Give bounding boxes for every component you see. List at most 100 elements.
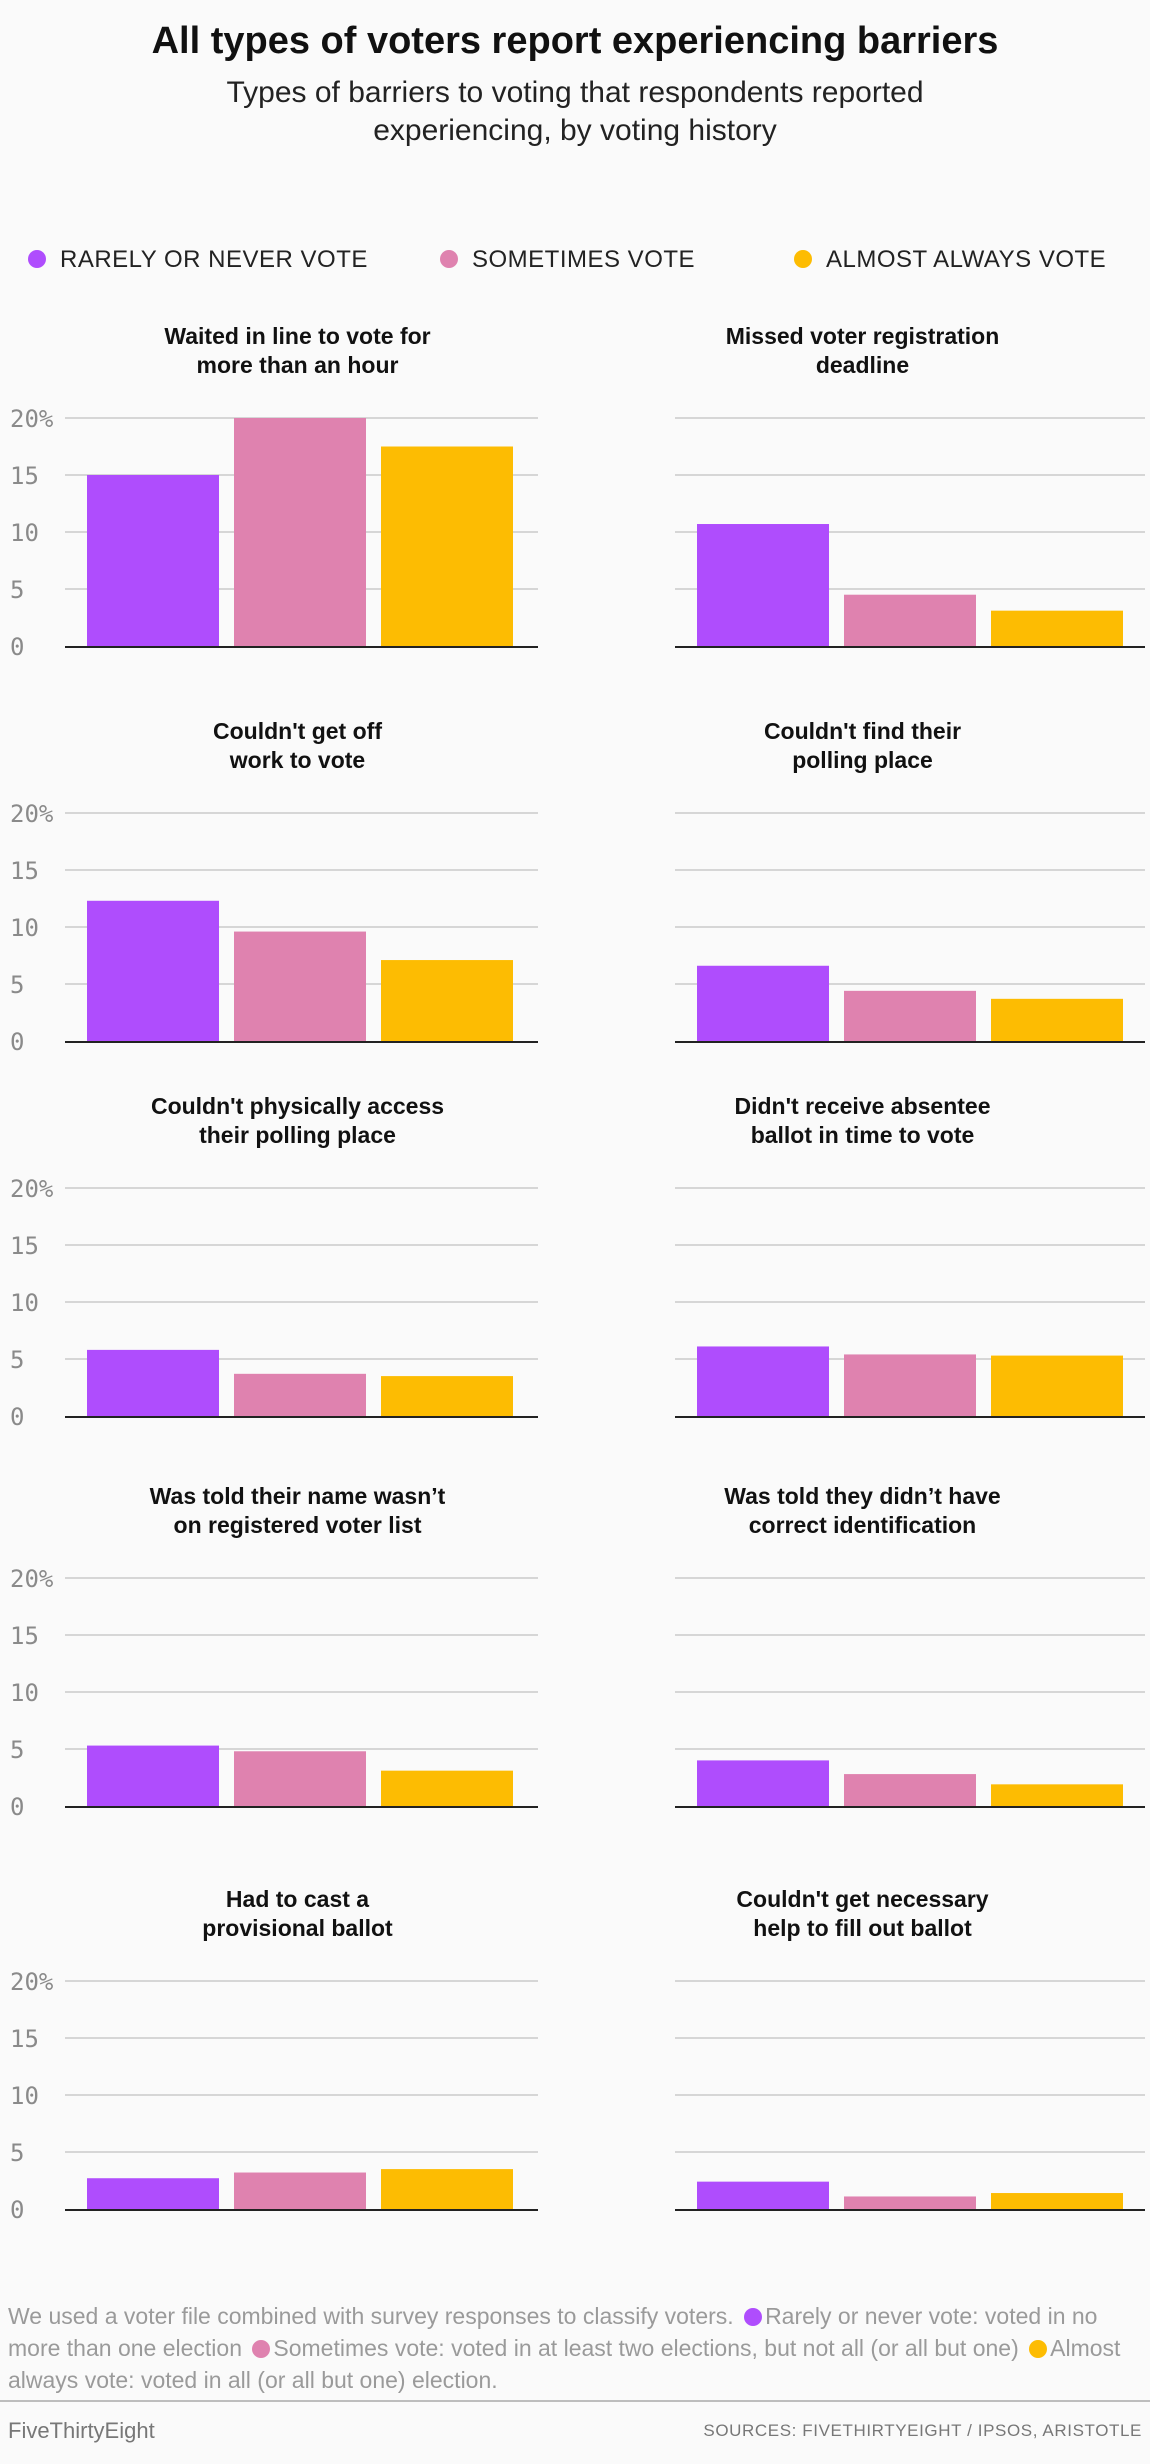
- bar-chart: 0 5 10 15 20%: [10, 1968, 538, 2224]
- footnote-intro: We used a voter file combined with surve…: [8, 2303, 734, 2329]
- bar-rarely: [697, 2181, 829, 2209]
- panel-couldnt-get-off-work: Couldn't get off work to vote 0 5 10 15 20%: [0, 717, 575, 1067]
- bar-sometimes: [234, 2172, 366, 2209]
- y-tick-label: 15: [10, 1232, 39, 1260]
- y-tick-label: 20%: [10, 1968, 54, 1996]
- legend: RARELY OR NEVER VOTE SOMETIMES VOTE ALMO…: [0, 246, 1150, 286]
- legend-label-rarely: RARELY OR NEVER VOTE: [60, 246, 368, 273]
- y-tick-label: 10: [10, 519, 39, 547]
- panel-title-line: Couldn't find their: [763, 718, 962, 744]
- panel-provisional-ballot: Had to cast a provisional ballot 0 5 10 15 20%: [0, 1885, 575, 2235]
- footnote: We used a voter file combined with surve…: [8, 2300, 1143, 2396]
- panel-title: Waited in line to vote for more than an h…: [10, 322, 585, 380]
- panel-title-line: polling place: [792, 747, 933, 773]
- panel-title-line: ballot in time to vote: [750, 1122, 975, 1148]
- panel-title-line: provisional ballot: [202, 1915, 393, 1941]
- footnote-sometimes: Sometimes vote: voted in at least two el…: [273, 2335, 1019, 2361]
- bar-sometimes: [844, 2196, 976, 2209]
- bar-always: [381, 446, 513, 646]
- bar-always: [991, 998, 1123, 1041]
- y-tick-label: 15: [10, 857, 39, 885]
- panel-title: Had to cast a provisional ballot: [10, 1885, 585, 1943]
- panel-title: Couldn't get off work to vote: [10, 717, 585, 775]
- bar-always: [381, 1376, 513, 1416]
- y-tick-label: 0: [10, 1403, 24, 1431]
- bar-always: [381, 960, 513, 1041]
- bar-chart: 0 5 10 15 20%: [10, 800, 538, 1056]
- bar-rarely: [697, 524, 829, 646]
- panel-absentee-ballot-late: Didn't receive absentee ballot in time to…: [575, 1092, 1150, 1442]
- panel-title-line: Was told their name wasn’t: [149, 1483, 446, 1509]
- y-tick-label: 0: [10, 2196, 24, 2224]
- bar-rarely: [697, 1346, 829, 1416]
- panel-title-line: on registered voter list: [173, 1512, 422, 1538]
- y-tick-label: 10: [10, 2082, 39, 2110]
- panel-title: Missed voter registration deadline: [575, 322, 1150, 380]
- legend-item-always: ALMOST ALWAYS VOTE: [794, 246, 1106, 274]
- footnote-dot-always: [1029, 2340, 1048, 2358]
- legend-item-sometimes: SOMETIMES VOTE: [440, 246, 695, 274]
- panel-title-line: deadline: [815, 352, 910, 378]
- bar-rarely: [87, 2178, 219, 2209]
- bar-always: [381, 1770, 513, 1806]
- y-tick-label: 5: [10, 971, 24, 999]
- panel-missed-registration: Missed voter registration deadline: [575, 322, 1150, 672]
- bar-chart: 0 5 10 15 20%: [10, 1565, 538, 1821]
- bar-rarely: [87, 475, 219, 646]
- y-tick-label: 0: [10, 1028, 24, 1056]
- bar-chart: [675, 1187, 1145, 1418]
- panel-title-line: Didn't receive absentee: [734, 1093, 991, 1119]
- bar-always: [381, 2169, 513, 2209]
- panel-title: Didn't receive absentee ballot in time to…: [575, 1092, 1150, 1150]
- chart-subtitle: Types of barriers to voting that respond…: [226, 76, 924, 147]
- bar-sometimes: [234, 1373, 366, 1416]
- y-tick-label: 0: [10, 1793, 24, 1821]
- footnote-always: Almost always vote: voted in all (or all…: [8, 2335, 1121, 2393]
- panel-title-line: Waited in line to vote for: [164, 323, 431, 349]
- footer-divider: [0, 2400, 1150, 2402]
- y-tick-label: 10: [10, 1289, 39, 1317]
- bar-sometimes: [234, 1751, 366, 1806]
- bar-always: [991, 1784, 1123, 1806]
- panel-title-line: help to fill out ballot: [753, 1915, 972, 1941]
- footnote-dot-rarely: [744, 2308, 763, 2326]
- bar-sometimes: [234, 418, 366, 646]
- panel-title-line: work to vote: [229, 747, 366, 773]
- bar-chart: 0 5 10 15 20%: [10, 405, 538, 661]
- bar-chart: [675, 1577, 1145, 1808]
- panel-title-line: Couldn't get necessary: [736, 1886, 989, 1912]
- panel-title: Was told they didn’t have correct identif…: [575, 1482, 1150, 1540]
- legend-swatch-sometimes: [440, 250, 458, 268]
- y-tick-label: 20%: [10, 1565, 54, 1593]
- y-tick-label: 5: [10, 1736, 24, 1764]
- panel-title-line: Was told they didn’t have: [724, 1483, 1001, 1509]
- bar-rarely: [87, 1349, 219, 1416]
- bar-sometimes: [234, 931, 366, 1041]
- bar-always: [991, 2193, 1123, 2209]
- y-tick-label: 10: [10, 914, 39, 942]
- y-tick-label: 0: [10, 633, 24, 661]
- y-tick-label: 20%: [10, 1175, 54, 1203]
- bar-sometimes: [844, 1354, 976, 1416]
- bar-rarely: [697, 965, 829, 1041]
- panel-title: Couldn't physically access their polling …: [10, 1092, 585, 1150]
- legend-swatch-rarely: [28, 250, 46, 268]
- bar-sometimes: [844, 1774, 976, 1806]
- panel-couldnt-access-polling-place: Couldn't physically access their polling …: [0, 1092, 575, 1442]
- bar-sometimes: [844, 990, 976, 1041]
- panel-waited-in-line: Waited in line to vote for more than an h…: [0, 322, 575, 672]
- brand-logo-text: FiveThirtyEight: [8, 2418, 155, 2443]
- bar-sometimes: [844, 594, 976, 646]
- panel-couldnt-get-help: Couldn't get necessary help to fill out b…: [575, 1885, 1150, 2235]
- legend-swatch-always: [794, 250, 812, 268]
- footnote-dot-sometimes: [252, 2340, 271, 2358]
- y-tick-label: 5: [10, 576, 24, 604]
- panel-title: Was told their name wasn’t on registered …: [10, 1482, 585, 1540]
- panel-title: Couldn't find their polling place: [575, 717, 1150, 775]
- y-tick-label: 15: [10, 2025, 39, 2053]
- bar-chart: 0 5 10 15 20%: [10, 1175, 538, 1431]
- panel-title-line: Couldn't get off: [213, 718, 382, 744]
- bar-rarely: [87, 1745, 219, 1806]
- panel-title-line: Missed voter registration: [725, 323, 1000, 349]
- panel-no-correct-id: Was told they didn’t have correct identif…: [575, 1482, 1150, 1832]
